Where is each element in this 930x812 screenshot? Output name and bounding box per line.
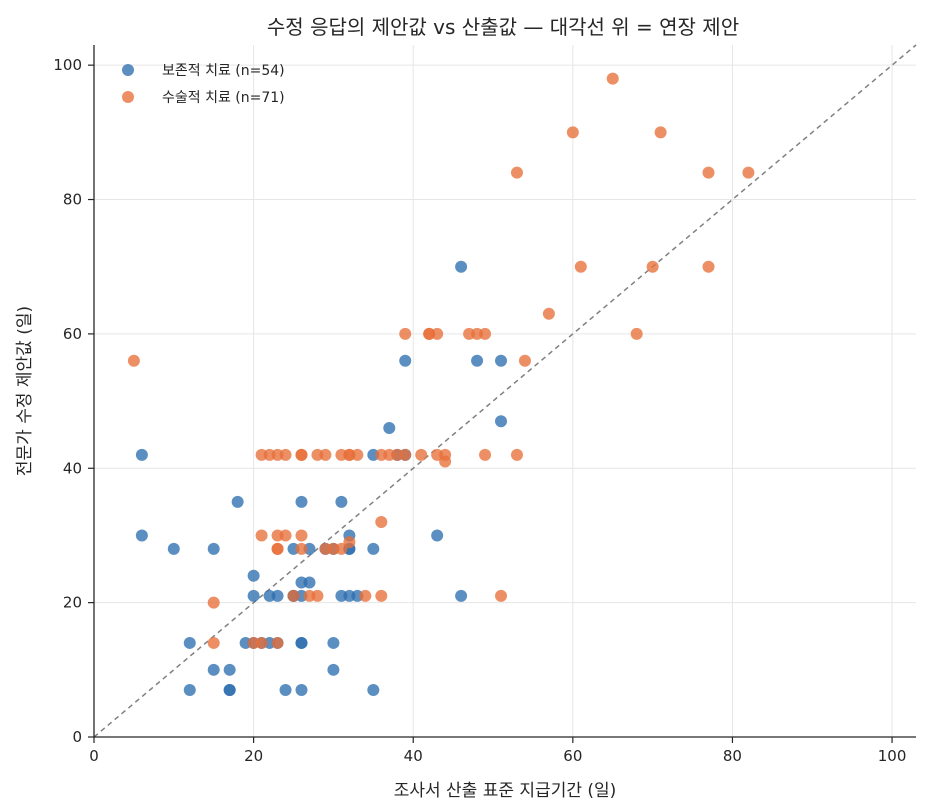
data-point (479, 327, 492, 340)
data-point (367, 542, 380, 555)
data-point (399, 448, 412, 461)
data-point (646, 260, 659, 273)
y-tick-label: 80 (63, 191, 82, 209)
data-point (327, 663, 340, 676)
x-tick-label: 60 (563, 747, 582, 765)
data-point (383, 421, 396, 434)
x-tick-label: 20 (244, 747, 263, 765)
data-point (207, 596, 220, 609)
data-point (335, 495, 348, 508)
data-point (479, 448, 492, 461)
x-tick-label: 100 (878, 747, 907, 765)
data-point (742, 166, 755, 179)
data-point (518, 354, 531, 367)
data-point (311, 589, 324, 602)
legend-label-conservative: 보존적 치료 (n=54) (162, 63, 285, 79)
data-points (127, 72, 755, 696)
data-point (223, 683, 236, 696)
x-axis-label: 조사서 산출 표준 지급기간 (일) (394, 781, 617, 801)
data-point (510, 166, 523, 179)
data-point (295, 542, 308, 555)
data-point (287, 589, 300, 602)
data-point (375, 516, 388, 529)
y-tick-label: 60 (63, 325, 82, 343)
data-point (135, 448, 148, 461)
data-point (223, 663, 236, 676)
data-point (231, 495, 244, 508)
series-1 (127, 72, 755, 649)
data-point (279, 448, 292, 461)
data-point (455, 260, 468, 273)
data-point (279, 683, 292, 696)
data-point (495, 589, 508, 602)
data-point (654, 126, 667, 139)
y-axis-label: 전문가 수정 제안값 (일) (15, 306, 35, 476)
legend: 보존적 치료 (n=54) 수술적 치료 (n=71) (122, 63, 285, 106)
y-tick-label: 20 (63, 594, 82, 612)
data-point (335, 542, 348, 555)
data-point (495, 415, 508, 428)
data-point (566, 126, 579, 139)
data-point (574, 260, 587, 273)
data-point (455, 589, 468, 602)
data-point (247, 589, 260, 602)
data-point (439, 455, 452, 468)
y-tick-label: 0 (72, 728, 82, 746)
data-point (183, 636, 196, 649)
data-point (495, 354, 508, 367)
data-point (471, 354, 484, 367)
data-point (542, 307, 555, 320)
data-point (431, 529, 444, 542)
data-point (343, 536, 356, 549)
data-point (183, 683, 196, 696)
legend-marker-surgical (122, 91, 134, 103)
x-tick-label: 0 (89, 747, 99, 765)
data-point (255, 529, 268, 542)
data-point (399, 354, 412, 367)
data-point (702, 166, 715, 179)
data-point (135, 529, 148, 542)
data-point (247, 569, 260, 582)
data-point (271, 542, 284, 555)
data-point (271, 589, 284, 602)
data-point (375, 589, 388, 602)
data-point (630, 327, 643, 340)
data-point (319, 448, 332, 461)
legend-marker-conservative (122, 64, 134, 76)
data-point (295, 495, 308, 508)
x-tick-label: 40 (404, 747, 423, 765)
data-point (207, 542, 220, 555)
data-point (510, 448, 523, 461)
data-point (367, 683, 380, 696)
data-point (702, 260, 715, 273)
data-point (279, 529, 292, 542)
data-point (295, 683, 308, 696)
data-point (255, 636, 268, 649)
data-point (271, 636, 284, 649)
axis-ticks: 0 20 40 60 80 100 0 20 40 60 80 100 (53, 56, 906, 765)
x-tick-label: 80 (723, 747, 742, 765)
series-0 (135, 260, 508, 696)
y-tick-label: 100 (53, 56, 82, 74)
data-point (359, 589, 372, 602)
reference-diagonal-line (93, 44, 917, 738)
data-point (127, 354, 140, 367)
data-point (399, 327, 412, 340)
data-point (295, 529, 308, 542)
data-point (415, 448, 428, 461)
data-point (327, 636, 340, 649)
data-point (207, 636, 220, 649)
data-point (303, 576, 316, 589)
data-point (295, 448, 308, 461)
data-point (207, 663, 220, 676)
data-point (606, 72, 619, 85)
y-tick-label: 40 (63, 459, 82, 477)
chart-title: 수정 응답의 제안값 vs 산출값 — 대각선 위 = 연장 제안 (267, 15, 739, 39)
legend-label-surgical: 수술적 치료 (n=71) (162, 90, 285, 106)
data-point (167, 542, 180, 555)
data-point (295, 636, 308, 649)
data-point (431, 327, 444, 340)
data-point (351, 448, 364, 461)
